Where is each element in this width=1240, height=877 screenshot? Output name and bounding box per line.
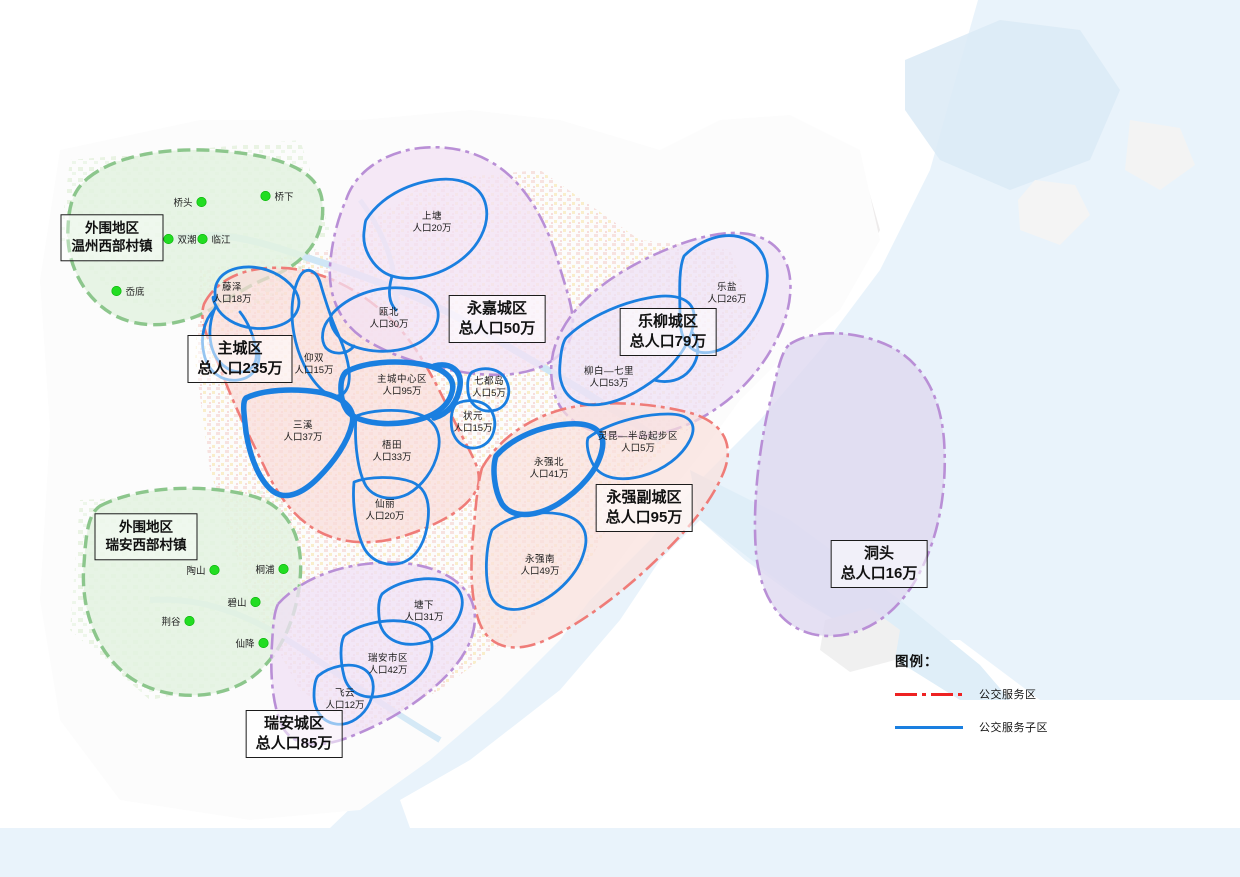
town-marker-taoshan[interactable]: 陶山 bbox=[186, 563, 220, 577]
zone-box-dongtou[interactable]: 洞头 总人口16万 bbox=[830, 540, 928, 588]
legend-label: 公交服务子区 bbox=[979, 722, 1048, 734]
town-dot-icon bbox=[184, 616, 195, 626]
town-marker-jinggu[interactable]: 荆谷 bbox=[161, 614, 195, 628]
town-label: 临江 bbox=[211, 235, 231, 246]
zone-population: 总人口79万 bbox=[629, 332, 707, 350]
subzone-shangtang-outline-tail bbox=[387, 274, 398, 312]
outer-area-box-wenzhou-west[interactable]: 外围地区 温州西部村镇 bbox=[60, 214, 164, 262]
outer-area-line2: 瑞安西部村镇 bbox=[105, 537, 187, 553]
zone-box-leliu[interactable]: 乐柳城区 总人口79万 bbox=[619, 308, 717, 356]
zone-name: 洞头 bbox=[863, 545, 894, 562]
town-label: 桐浦 bbox=[255, 565, 275, 576]
zone-box-yongjia[interactable]: 永嘉城区 总人口50万 bbox=[448, 295, 546, 343]
legend-item-service-zone: 公交服务区 bbox=[895, 686, 1085, 702]
town-dot-icon bbox=[260, 191, 271, 201]
subzone-xianli-outline bbox=[352, 476, 430, 566]
subzone-feiyun-outline bbox=[312, 663, 375, 726]
outer-area-line1: 外围地区 bbox=[85, 220, 139, 236]
island-small-east bbox=[1018, 180, 1090, 245]
zone-population: 总人口95万 bbox=[605, 508, 683, 526]
subzone-zhucheng-center-outline-east bbox=[431, 362, 463, 421]
zone-population: 总人口235万 bbox=[197, 359, 283, 377]
outer-area-line1: 外围地区 bbox=[119, 519, 173, 535]
zone-box-ruian[interactable]: 瑞安城区 总人口85万 bbox=[245, 710, 343, 758]
town-marker-qiaotou[interactable]: 桥头 bbox=[173, 195, 207, 209]
subzone-qidudao-outline bbox=[466, 367, 511, 413]
town-marker-bishan[interactable]: 碧山 bbox=[227, 595, 261, 609]
subzone-yongqiangnan-outline bbox=[484, 511, 588, 611]
service-zone-dongtou-boundary bbox=[753, 331, 947, 638]
outer-area-ruian-west-fill bbox=[83, 488, 301, 696]
outer-area-box-ruian-west[interactable]: 外围地区 瑞安西部村镇 bbox=[94, 513, 198, 561]
town-dot-icon bbox=[197, 234, 208, 244]
legend-label: 公交服务区 bbox=[979, 689, 1037, 701]
service-zone-ruian-fill bbox=[271, 562, 475, 745]
legend-swatch-red-dash-dot-icon bbox=[895, 687, 963, 701]
sea-inlet-northeast bbox=[905, 20, 1120, 190]
town-label: 双潮 bbox=[177, 235, 197, 246]
service-zone-yongjia-boundary bbox=[328, 146, 575, 377]
zone-name: 永嘉城区 bbox=[466, 300, 527, 317]
town-dot-icon bbox=[163, 234, 174, 244]
town-dot-icon bbox=[278, 564, 289, 574]
town-marker-qiaoxia[interactable]: 桥下 bbox=[260, 189, 294, 203]
zone-name: 乐柳城区 bbox=[637, 313, 698, 330]
legend-item-service-subzone: 公交服务子区 bbox=[895, 719, 1085, 735]
subzone-ruianshiqu-outline bbox=[339, 619, 434, 699]
town-label: 桥下 bbox=[274, 192, 294, 203]
zone-name: 瑞安城区 bbox=[263, 715, 324, 732]
subzone-shangtang-outline bbox=[362, 177, 489, 280]
town-dot-icon bbox=[196, 197, 207, 207]
town-marker-shuangchao[interactable]: 双潮 bbox=[163, 232, 197, 246]
subzone-lingkun-outline bbox=[585, 412, 695, 481]
subzone-zhucheng-center-outline bbox=[338, 359, 456, 427]
town-label: 岙底 bbox=[125, 287, 145, 298]
town-label: 桥头 bbox=[173, 198, 193, 209]
service-zone-ruian-boundary bbox=[270, 561, 477, 746]
zone-population: 总人口16万 bbox=[840, 564, 918, 582]
town-marker-aodi[interactable]: 岙底 bbox=[111, 284, 145, 298]
town-dot-icon bbox=[250, 597, 261, 607]
town-dot-icon bbox=[258, 638, 269, 648]
town-marker-tongpu[interactable]: 桐浦 bbox=[255, 562, 289, 576]
outer-area-ruian-west-boundary bbox=[81, 486, 303, 697]
subzone-oubei-outline-tail bbox=[321, 316, 356, 355]
town-label: 荆谷 bbox=[161, 617, 181, 628]
zone-name: 主城区 bbox=[217, 340, 263, 357]
town-label: 陶山 bbox=[186, 566, 206, 577]
town-label: 仙降 bbox=[235, 639, 255, 650]
town-dot-icon bbox=[111, 286, 122, 296]
subzone-liubaiqili-outline bbox=[558, 294, 696, 407]
zone-name: 永强副城区 bbox=[606, 489, 682, 506]
town-label: 碧山 bbox=[227, 598, 247, 609]
zone-population: 总人口85万 bbox=[255, 734, 333, 752]
subzone-oubei-outline bbox=[329, 286, 440, 353]
town-marker-xianjiang[interactable]: 仙降 bbox=[235, 636, 269, 650]
legend: 图例： 公交服务区 公交服务子区 bbox=[895, 650, 1085, 752]
outer-area-line2: 温州西部村镇 bbox=[71, 238, 153, 254]
legend-swatch-blue-solid-icon bbox=[895, 720, 963, 734]
town-marker-linjiang[interactable]: 临江 bbox=[197, 232, 231, 246]
zone-box-zhuchengqu[interactable]: 主城区 总人口235万 bbox=[187, 335, 293, 383]
subzone-yongqiangbei-outline bbox=[491, 421, 606, 518]
subzone-yangshuang-outline bbox=[290, 268, 351, 398]
subzone-zhuangyuan-outline bbox=[449, 399, 497, 450]
zone-box-yongqiang[interactable]: 永强副城区 总人口95万 bbox=[595, 484, 693, 532]
legend-title: 图例： bbox=[895, 654, 939, 669]
island-small-far-east bbox=[1125, 120, 1195, 190]
town-dot-icon bbox=[209, 565, 220, 575]
subzone-sanxi-outline bbox=[240, 387, 356, 499]
zone-population: 总人口50万 bbox=[458, 319, 536, 337]
